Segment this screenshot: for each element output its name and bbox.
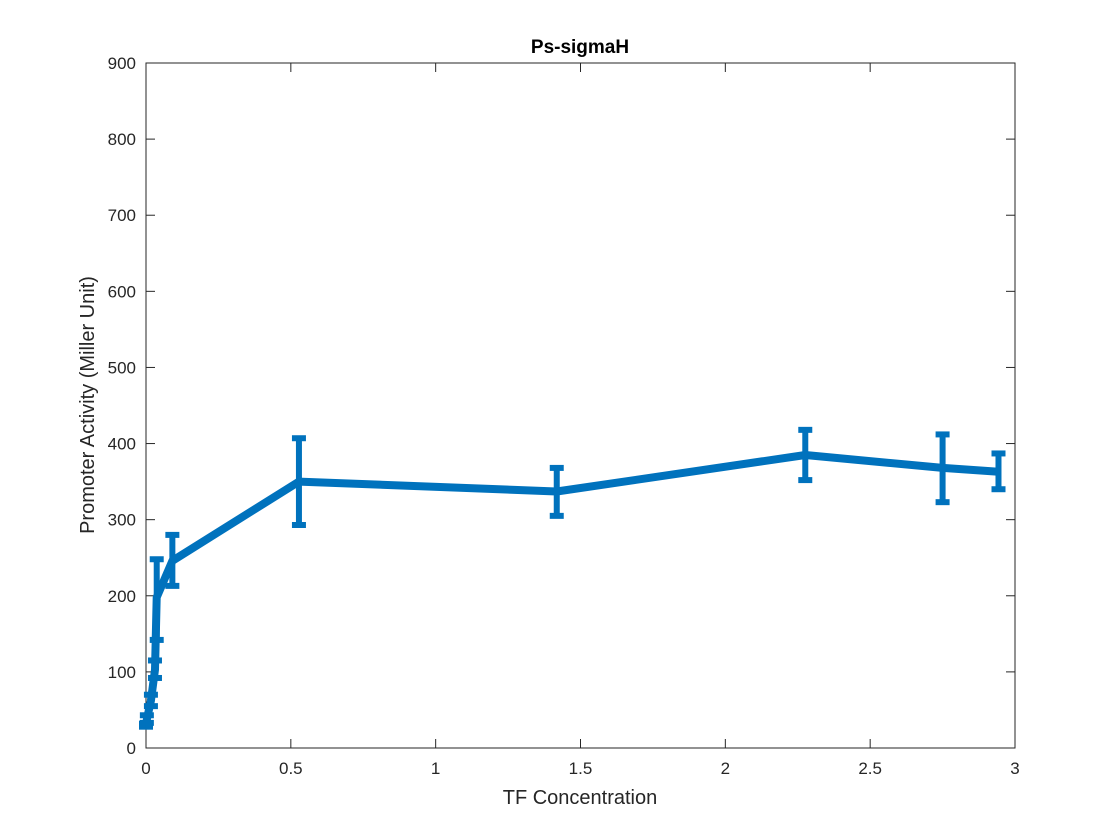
y-axis-label: Promoter Activity (Miller Unit)	[77, 276, 99, 534]
x-tick-label: 1	[431, 759, 440, 778]
y-tick-label: 900	[108, 54, 136, 73]
y-tick-label: 300	[108, 511, 136, 530]
y-tick-label: 0	[127, 739, 136, 758]
x-tick-label: 0.5	[279, 759, 303, 778]
y-tick-label: 100	[108, 663, 136, 682]
x-axis-label: TF Concentration	[503, 787, 658, 809]
y-tick-label: 200	[108, 587, 136, 606]
chart-title: Ps-sigmaH	[531, 37, 629, 58]
axis-ticks: 0 0.5 1 1.5 2 2.5 3 0 100 200 300 400 500 600 700 800 90…	[108, 54, 1020, 778]
y-tick-label: 700	[108, 206, 136, 225]
series-line	[142, 451, 999, 726]
y-tick-label: 400	[108, 435, 136, 454]
y-tick-label: 800	[108, 130, 136, 149]
y-tick-label: 500	[108, 358, 136, 377]
x-tick-label: 2	[721, 759, 730, 778]
y-tick-label: 600	[108, 282, 136, 301]
plot-area	[145, 62, 1016, 749]
x-tick-label: 2.5	[858, 759, 882, 778]
x-tick-label: 3	[1010, 759, 1019, 778]
x-tick-label: 1.5	[569, 759, 593, 778]
x-tick-label: 0	[141, 759, 150, 778]
series-layer	[139, 426, 1006, 730]
